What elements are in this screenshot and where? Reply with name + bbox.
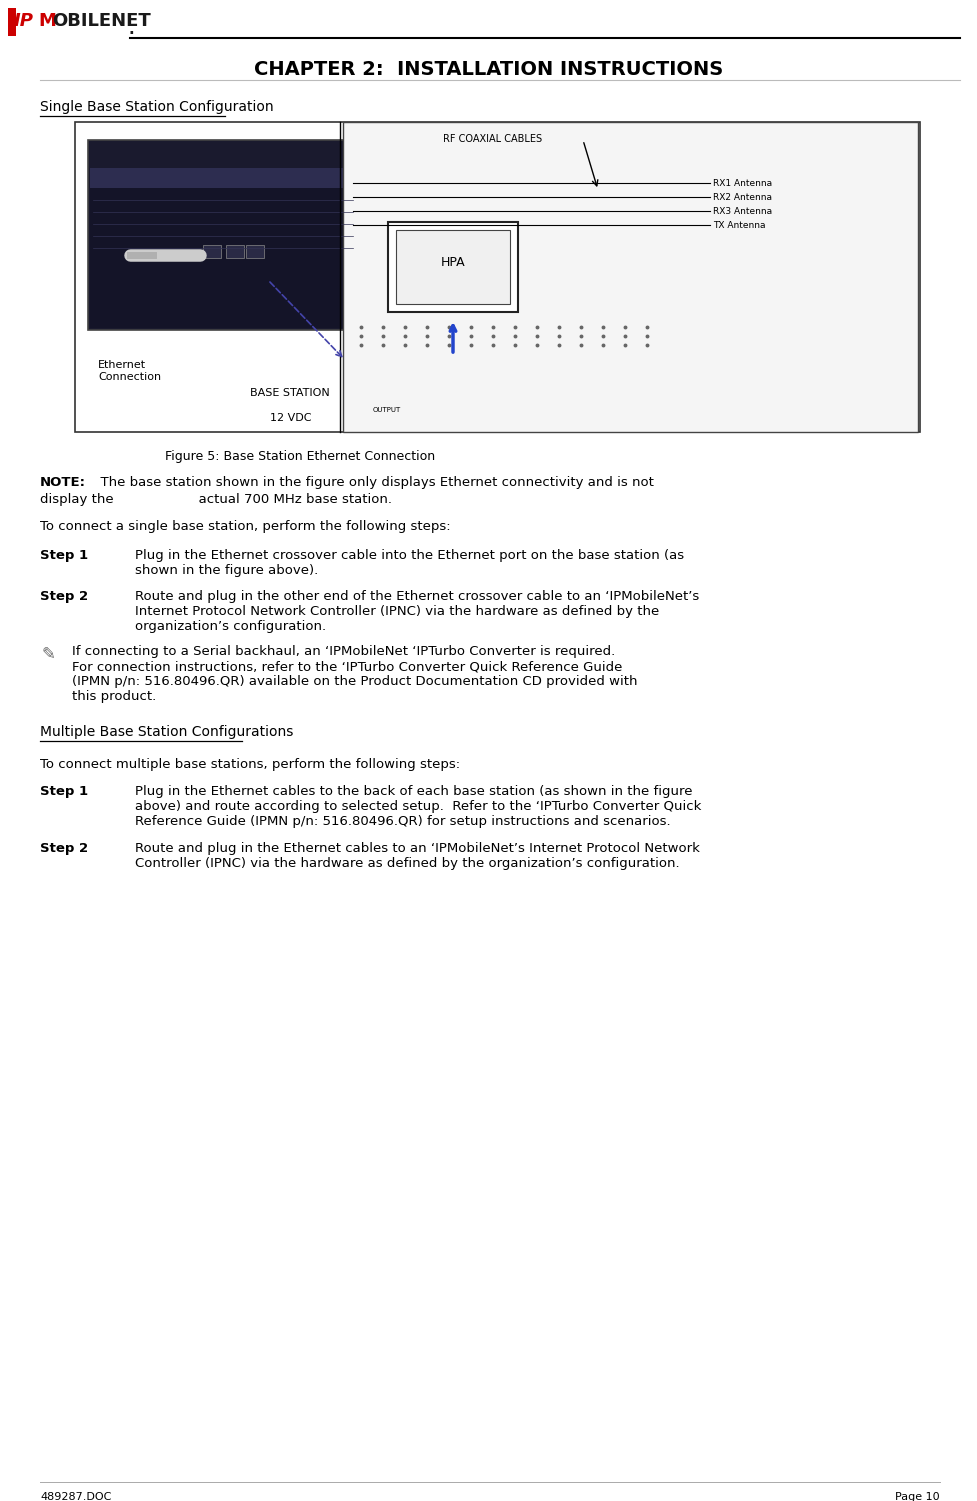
Text: 489287.DOC: 489287.DOC <box>40 1492 111 1501</box>
Text: M: M <box>38 12 56 30</box>
Text: Multiple Base Station Configurations: Multiple Base Station Configurations <box>40 725 293 738</box>
Bar <box>246 245 264 258</box>
Text: OUTPUT: OUTPUT <box>372 407 401 413</box>
Text: RX1 Antenna: RX1 Antenna <box>712 179 771 188</box>
Text: RX2 Antenna: RX2 Antenna <box>712 194 771 203</box>
Text: IP: IP <box>14 12 34 30</box>
Bar <box>203 245 221 258</box>
Text: Route and plug in the other end of the Ethernet crossover cable to an ‘IPMobileN: Route and plug in the other end of the E… <box>135 590 699 633</box>
Bar <box>88 140 358 330</box>
Text: Plug in the Ethernet cables to the back of each base station (as shown in the fi: Plug in the Ethernet cables to the back … <box>135 785 701 829</box>
Bar <box>90 168 356 188</box>
Text: HPA: HPA <box>441 257 465 270</box>
Bar <box>388 222 518 312</box>
Text: CHAPTER 2:  INSTALLATION INSTRUCTIONS: CHAPTER 2: INSTALLATION INSTRUCTIONS <box>254 60 723 80</box>
Text: Ethernet
Connection: Ethernet Connection <box>98 360 161 381</box>
Text: Route and plug in the Ethernet cables to an ‘IPMobileNet’s Internet Protocol Net: Route and plug in the Ethernet cables to… <box>135 842 700 871</box>
Text: BASE STATION: BASE STATION <box>250 387 329 398</box>
Text: Step 1: Step 1 <box>40 785 88 799</box>
Text: Single Base Station Configuration: Single Base Station Configuration <box>40 101 274 114</box>
Text: Plug in the Ethernet crossover cable into the Ethernet port on the base station : Plug in the Ethernet crossover cable int… <box>135 549 684 576</box>
Text: NOTE:: NOTE: <box>40 476 86 489</box>
Text: Step 1: Step 1 <box>40 549 88 561</box>
Text: To connect a single base station, perform the following steps:: To connect a single base station, perfor… <box>40 519 450 533</box>
Bar <box>90 168 356 329</box>
Bar <box>226 245 243 258</box>
Text: Figure 5: Base Station Ethernet Connection: Figure 5: Base Station Ethernet Connecti… <box>165 450 435 462</box>
Bar <box>8 8 16 36</box>
Text: RF COAXIAL CABLES: RF COAXIAL CABLES <box>443 134 541 144</box>
Text: OBILENET: OBILENET <box>52 12 150 30</box>
Text: 12 VDC: 12 VDC <box>270 413 312 423</box>
Text: .: . <box>128 23 134 38</box>
Text: Step 2: Step 2 <box>40 590 88 603</box>
Text: If connecting to a Serial backhaul, an ‘IPMobileNet ‘IPTurbo Converter is requir: If connecting to a Serial backhaul, an ‘… <box>72 645 637 702</box>
Text: display the                    actual 700 MHz base station.: display the actual 700 MHz base station. <box>40 492 392 506</box>
Bar <box>343 122 917 432</box>
Bar <box>75 122 919 432</box>
Text: Step 2: Step 2 <box>40 842 88 856</box>
Text: The base station shown in the figure only displays Ethernet connectivity and is : The base station shown in the figure onl… <box>92 476 654 489</box>
Text: RX3 Antenna: RX3 Antenna <box>712 207 771 216</box>
Text: To connect multiple base stations, perform the following steps:: To connect multiple base stations, perfo… <box>40 758 459 772</box>
Text: Page 10: Page 10 <box>895 1492 939 1501</box>
Bar <box>396 230 509 305</box>
Text: TX Antenna: TX Antenna <box>712 221 765 230</box>
Text: ✎: ✎ <box>42 645 56 663</box>
